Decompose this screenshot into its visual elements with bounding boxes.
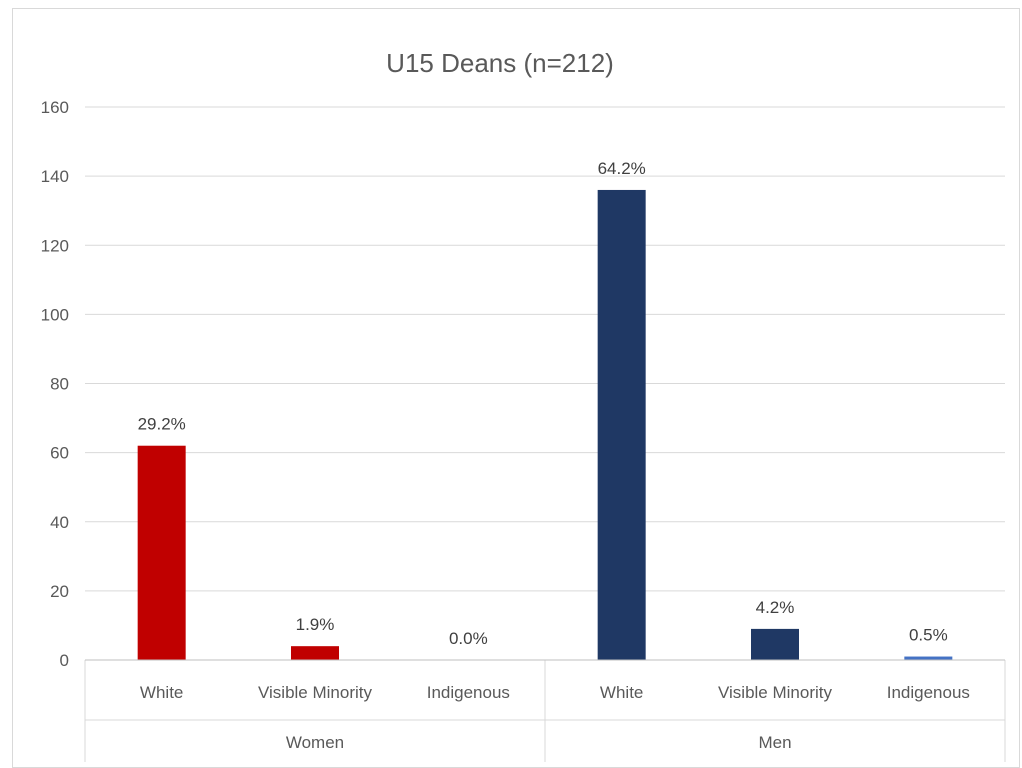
bar-women-white: [137, 445, 186, 660]
y-tick-label: 60: [50, 444, 69, 463]
y-tick-label: 160: [41, 98, 69, 117]
y-tick-label: 140: [41, 167, 69, 186]
gridlines: [85, 106, 1005, 661]
category-label: Visible Minority: [718, 683, 833, 702]
group-label-men: Men: [758, 733, 791, 752]
y-tick-label: 80: [50, 375, 69, 394]
data-label: 0.0%: [449, 629, 488, 648]
group-label-women: Women: [286, 733, 344, 752]
data-label: 1.9%: [296, 615, 335, 634]
bar-men-white: [597, 189, 646, 660]
category-label: White: [600, 683, 643, 702]
bar-men-indigenous: [904, 656, 953, 660]
category-label: White: [140, 683, 183, 702]
chart-title: U15 Deans (n=212): [386, 48, 614, 78]
category-label: Visible Minority: [258, 683, 373, 702]
data-label: 0.5%: [909, 626, 948, 645]
data-label: 4.2%: [756, 598, 795, 617]
category-label: Indigenous: [887, 683, 970, 702]
data-label: 29.2%: [138, 415, 186, 434]
bar-women-visible-minority: [291, 646, 339, 660]
y-tick-label: 120: [41, 236, 69, 255]
y-axis: 0 20 40 60 80 100 120 140 160: [41, 98, 69, 670]
data-label: 64.2%: [598, 159, 646, 178]
category-label: Indigenous: [427, 683, 510, 702]
y-tick-label: 100: [41, 305, 69, 324]
y-tick-label: 20: [50, 582, 69, 601]
y-tick-label: 0: [60, 651, 69, 670]
x-axis: White Visible Minority Indigenous Women Whit…: [84, 659, 1006, 762]
bars: 29.2% 1.9% 0.0% 64.2% 4.2% 0.5%: [138, 159, 953, 660]
bar-men-visible-minority: [751, 628, 799, 660]
y-tick-label: 40: [50, 513, 69, 532]
